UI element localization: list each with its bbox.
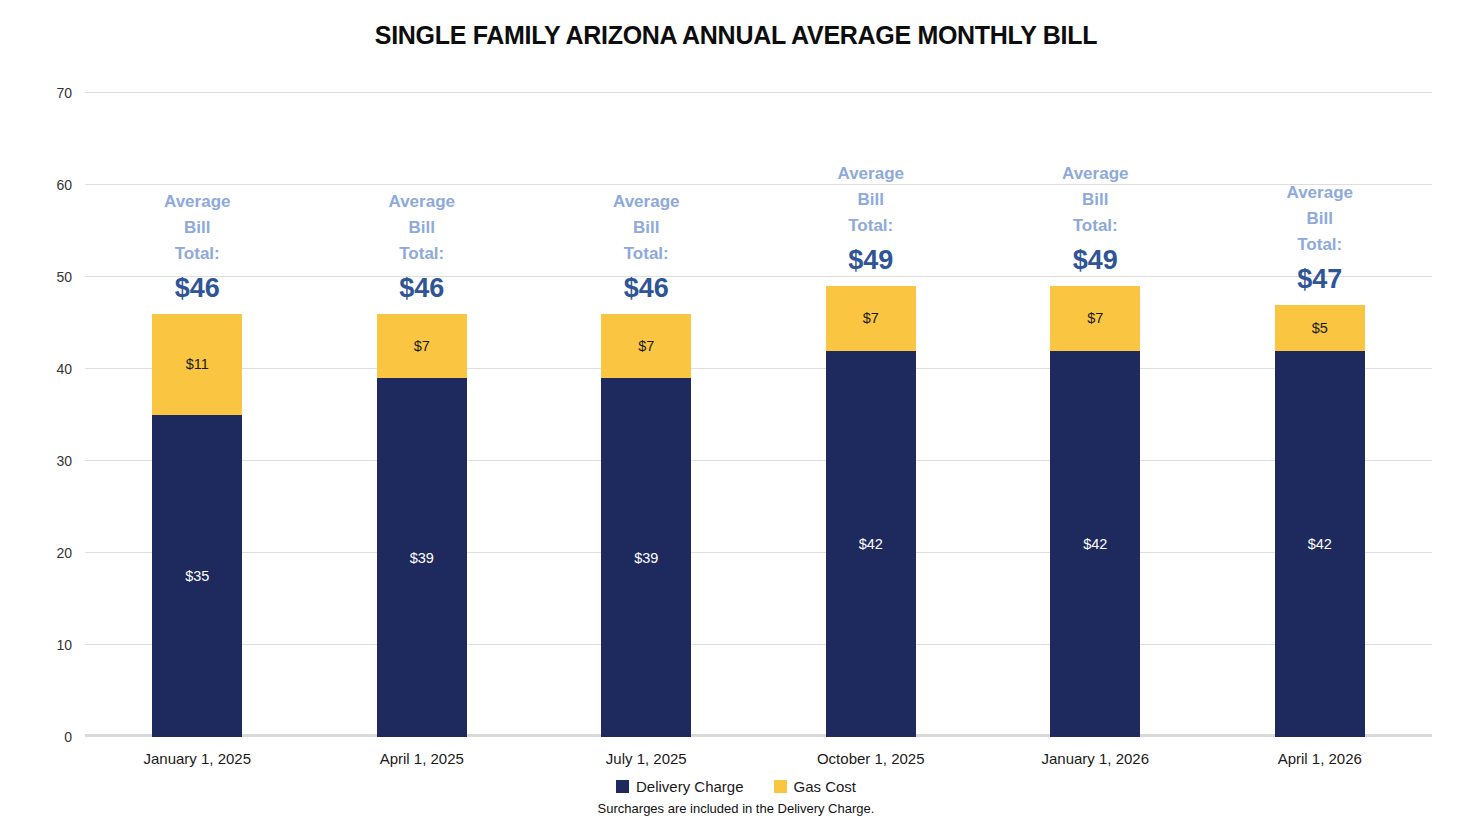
bill-chart: SINGLE FAMILY ARIZONA ANNUAL AVERAGE MON… (0, 0, 1472, 828)
y-tick-label-30: 30 (0, 451, 72, 471)
gridline-10 (85, 644, 1432, 645)
total-annotation-header-line: Total: (107, 241, 287, 267)
segment-value-label: $11 (186, 356, 209, 372)
total-annotation-header-line: Average (1230, 180, 1410, 206)
y-tick-label-70: 70 (0, 83, 72, 103)
total-annotation-header-line: Average (556, 189, 736, 215)
total-annotation-header-line: Bill (107, 215, 287, 241)
total-annotation-header-line: Bill (1005, 187, 1185, 213)
plot-area: $35$11AverageBillTotal:$46$39$7AverageBi… (85, 93, 1432, 737)
footnote: Surcharges are included in the Delivery … (0, 801, 1472, 816)
y-tick-label-40: 40 (0, 359, 72, 379)
bar-segment-gas-cost: $7 (601, 314, 691, 378)
segment-value-label: $7 (1087, 310, 1103, 326)
total-annotation-header-line: Average (781, 161, 961, 187)
total-annotation-header-line: Average (332, 189, 512, 215)
bar-segment-delivery-charge: $39 (377, 378, 467, 737)
total-annotation-value: $46 (107, 273, 287, 303)
segment-value-label: $7 (863, 310, 879, 326)
segment-value-label: $39 (410, 550, 434, 566)
x-tick-label: January 1, 2026 (985, 750, 1205, 767)
total-annotation-header-line: Average (107, 189, 287, 215)
bar-segment-delivery-charge: $42 (1275, 351, 1365, 737)
y-tick-label-0: 0 (0, 727, 72, 747)
bar-segment-gas-cost: $11 (152, 314, 242, 415)
x-tick-label: July 1, 2025 (536, 750, 756, 767)
total-annotation-header-line: Total: (1230, 232, 1410, 258)
total-annotation-header-line: Total: (332, 241, 512, 267)
average-bill-total-annotation: AverageBillTotal: $49 (1005, 161, 1185, 275)
x-tick-label: January 1, 2025 (87, 750, 307, 767)
chart-title: SINGLE FAMILY ARIZONA ANNUAL AVERAGE MON… (0, 21, 1472, 50)
legend-item-delivery-charge: Delivery Charge (616, 778, 744, 795)
total-annotation-header-line: Bill (781, 187, 961, 213)
y-axis: 010203040506070 (0, 93, 72, 737)
delivery-charge-swatch-icon (616, 780, 629, 793)
total-annotation-header-line: Bill (556, 215, 736, 241)
total-annotation-value: $49 (1005, 245, 1185, 275)
total-annotation-value: $46 (556, 273, 736, 303)
y-tick-label-60: 60 (0, 175, 72, 195)
total-annotation-header-line: Average (1005, 161, 1185, 187)
total-annotation-header-line: Total: (1005, 213, 1185, 239)
bar-segment-gas-cost: $7 (826, 286, 916, 350)
legend-label-gas-cost: Gas Cost (794, 778, 857, 795)
legend-item-gas-cost: Gas Cost (774, 778, 857, 795)
y-tick-label-20: 20 (0, 543, 72, 563)
total-annotation-header-line: Total: (556, 241, 736, 267)
total-annotation-value: $47 (1230, 264, 1410, 294)
gas-cost-swatch-icon (774, 780, 787, 793)
x-tick-label: April 1, 2025 (312, 750, 532, 767)
segment-value-label: $42 (1308, 536, 1332, 552)
x-tick-label: April 1, 2026 (1210, 750, 1430, 767)
segment-value-label: $7 (638, 338, 654, 354)
y-tick-label-10: 10 (0, 635, 72, 655)
average-bill-total-annotation: AverageBillTotal: $46 (556, 189, 736, 303)
bar-segment-delivery-charge: $39 (601, 378, 691, 737)
total-annotation-value: $49 (781, 245, 961, 275)
y-tick-label-50: 50 (0, 267, 72, 287)
segment-value-label: $39 (634, 550, 658, 566)
total-annotation-header-line: Bill (1230, 206, 1410, 232)
bar-segment-delivery-charge: $42 (826, 351, 916, 737)
gridline-40 (85, 368, 1432, 369)
gridline-20 (85, 552, 1432, 553)
average-bill-total-annotation: AverageBillTotal: $47 (1230, 180, 1410, 294)
legend: Delivery Charge Gas Cost (0, 778, 1472, 795)
gridline-70 (85, 92, 1432, 93)
segment-value-label: $5 (1312, 320, 1328, 336)
average-bill-total-annotation: AverageBillTotal: $46 (107, 189, 287, 303)
x-axis: January 1, 2025 April 1, 2025July 1, 2025… (85, 750, 1432, 772)
legend-label-delivery-charge: Delivery Charge (636, 778, 744, 795)
total-annotation-header-line: Bill (332, 215, 512, 241)
bar-segment-delivery-charge: $35 (152, 415, 242, 737)
total-annotation-value: $46 (332, 273, 512, 303)
bar-segment-gas-cost: $7 (377, 314, 467, 378)
average-bill-total-annotation: AverageBillTotal: $49 (781, 161, 961, 275)
segment-value-label: $42 (859, 536, 883, 552)
gridline-30 (85, 460, 1432, 461)
segment-value-label: $42 (1083, 536, 1107, 552)
bar-segment-delivery-charge: $42 (1050, 351, 1140, 737)
bar-segment-gas-cost: $7 (1050, 286, 1140, 350)
gridline-0 (85, 734, 1432, 737)
average-bill-total-annotation: AverageBillTotal: $46 (332, 189, 512, 303)
bar-segment-gas-cost: $5 (1275, 305, 1365, 351)
segment-value-label: $7 (414, 338, 430, 354)
segment-value-label: $35 (185, 568, 209, 584)
x-tick-label: October 1, 2025 (761, 750, 981, 767)
total-annotation-header-line: Total: (781, 213, 961, 239)
